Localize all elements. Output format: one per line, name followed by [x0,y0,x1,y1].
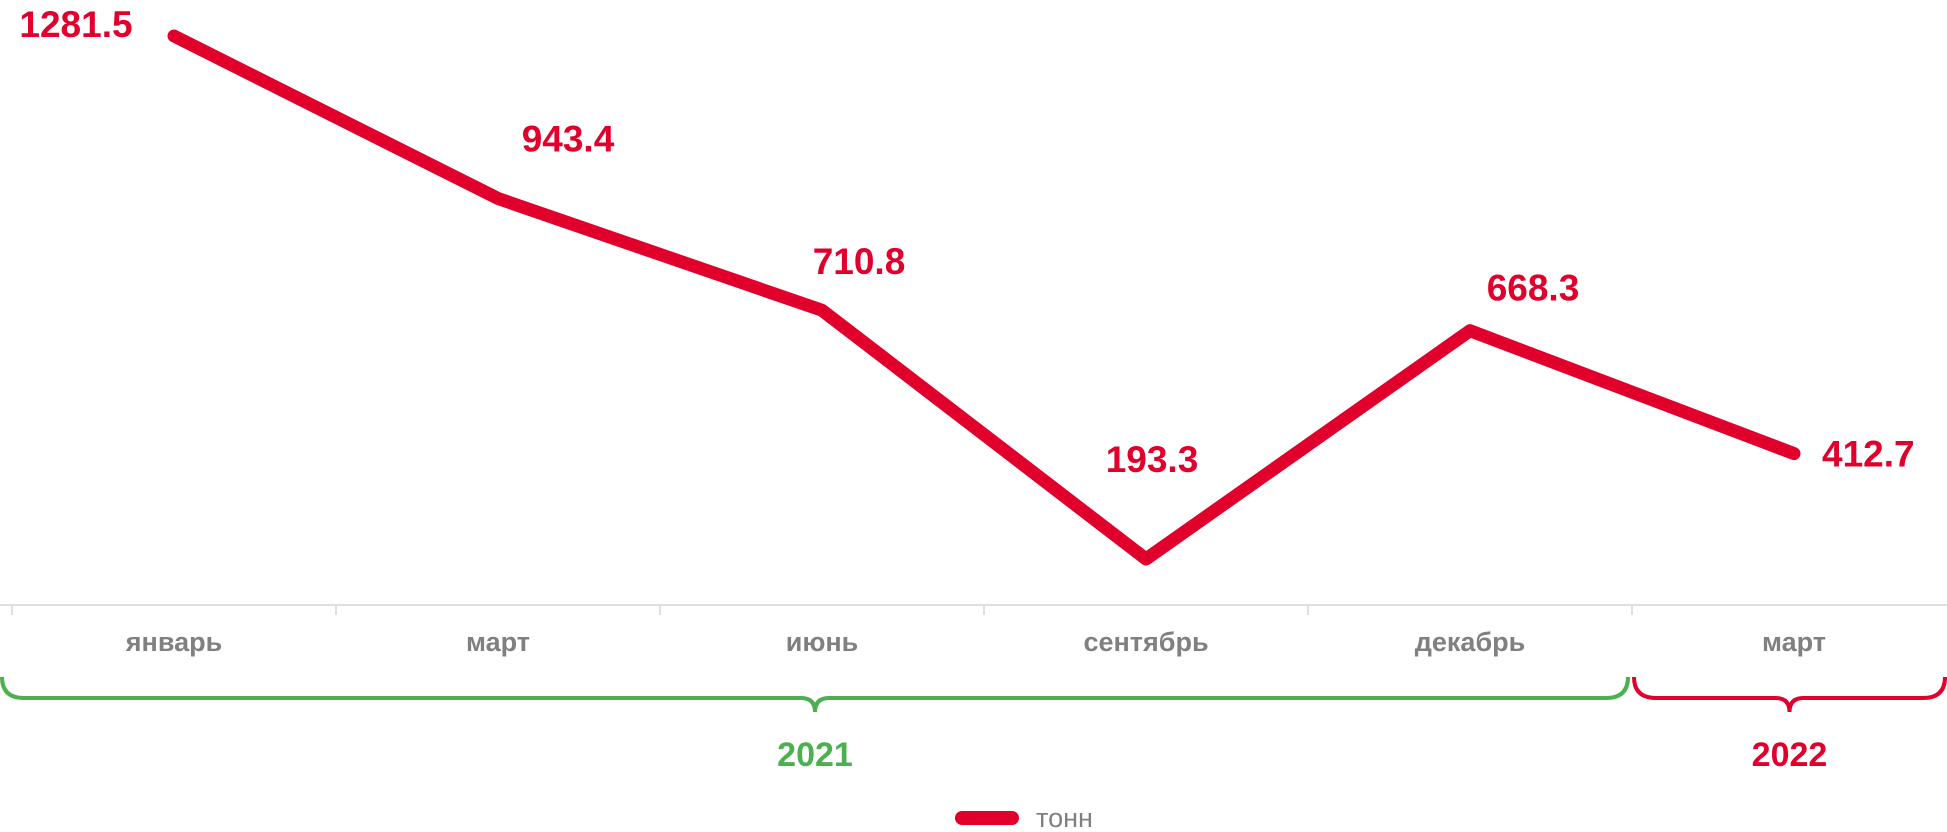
x-tick-label: март [466,627,530,657]
data-label: 412.7 [1822,433,1915,474]
group-label: 2021 [777,736,853,774]
data-label: 193.3 [1106,439,1199,480]
x-tick-label: март [1762,627,1826,657]
x-tick-label: декабрь [1415,627,1525,657]
group-label: 2022 [1752,736,1828,774]
group-brace [0,676,1630,713]
data-label: 710.8 [813,241,906,282]
x-tick-label: июнь [786,627,859,657]
x-tick-label: январь [125,627,222,657]
data-label: 943.4 [522,118,615,159]
data-label: 1281.5 [19,4,132,45]
legend-label: тонн [1036,803,1093,832]
data-label: 668.3 [1487,267,1580,308]
line [167,29,1801,566]
x-tick-label: сентябрь [1083,627,1208,657]
group-brace [1632,676,1947,713]
